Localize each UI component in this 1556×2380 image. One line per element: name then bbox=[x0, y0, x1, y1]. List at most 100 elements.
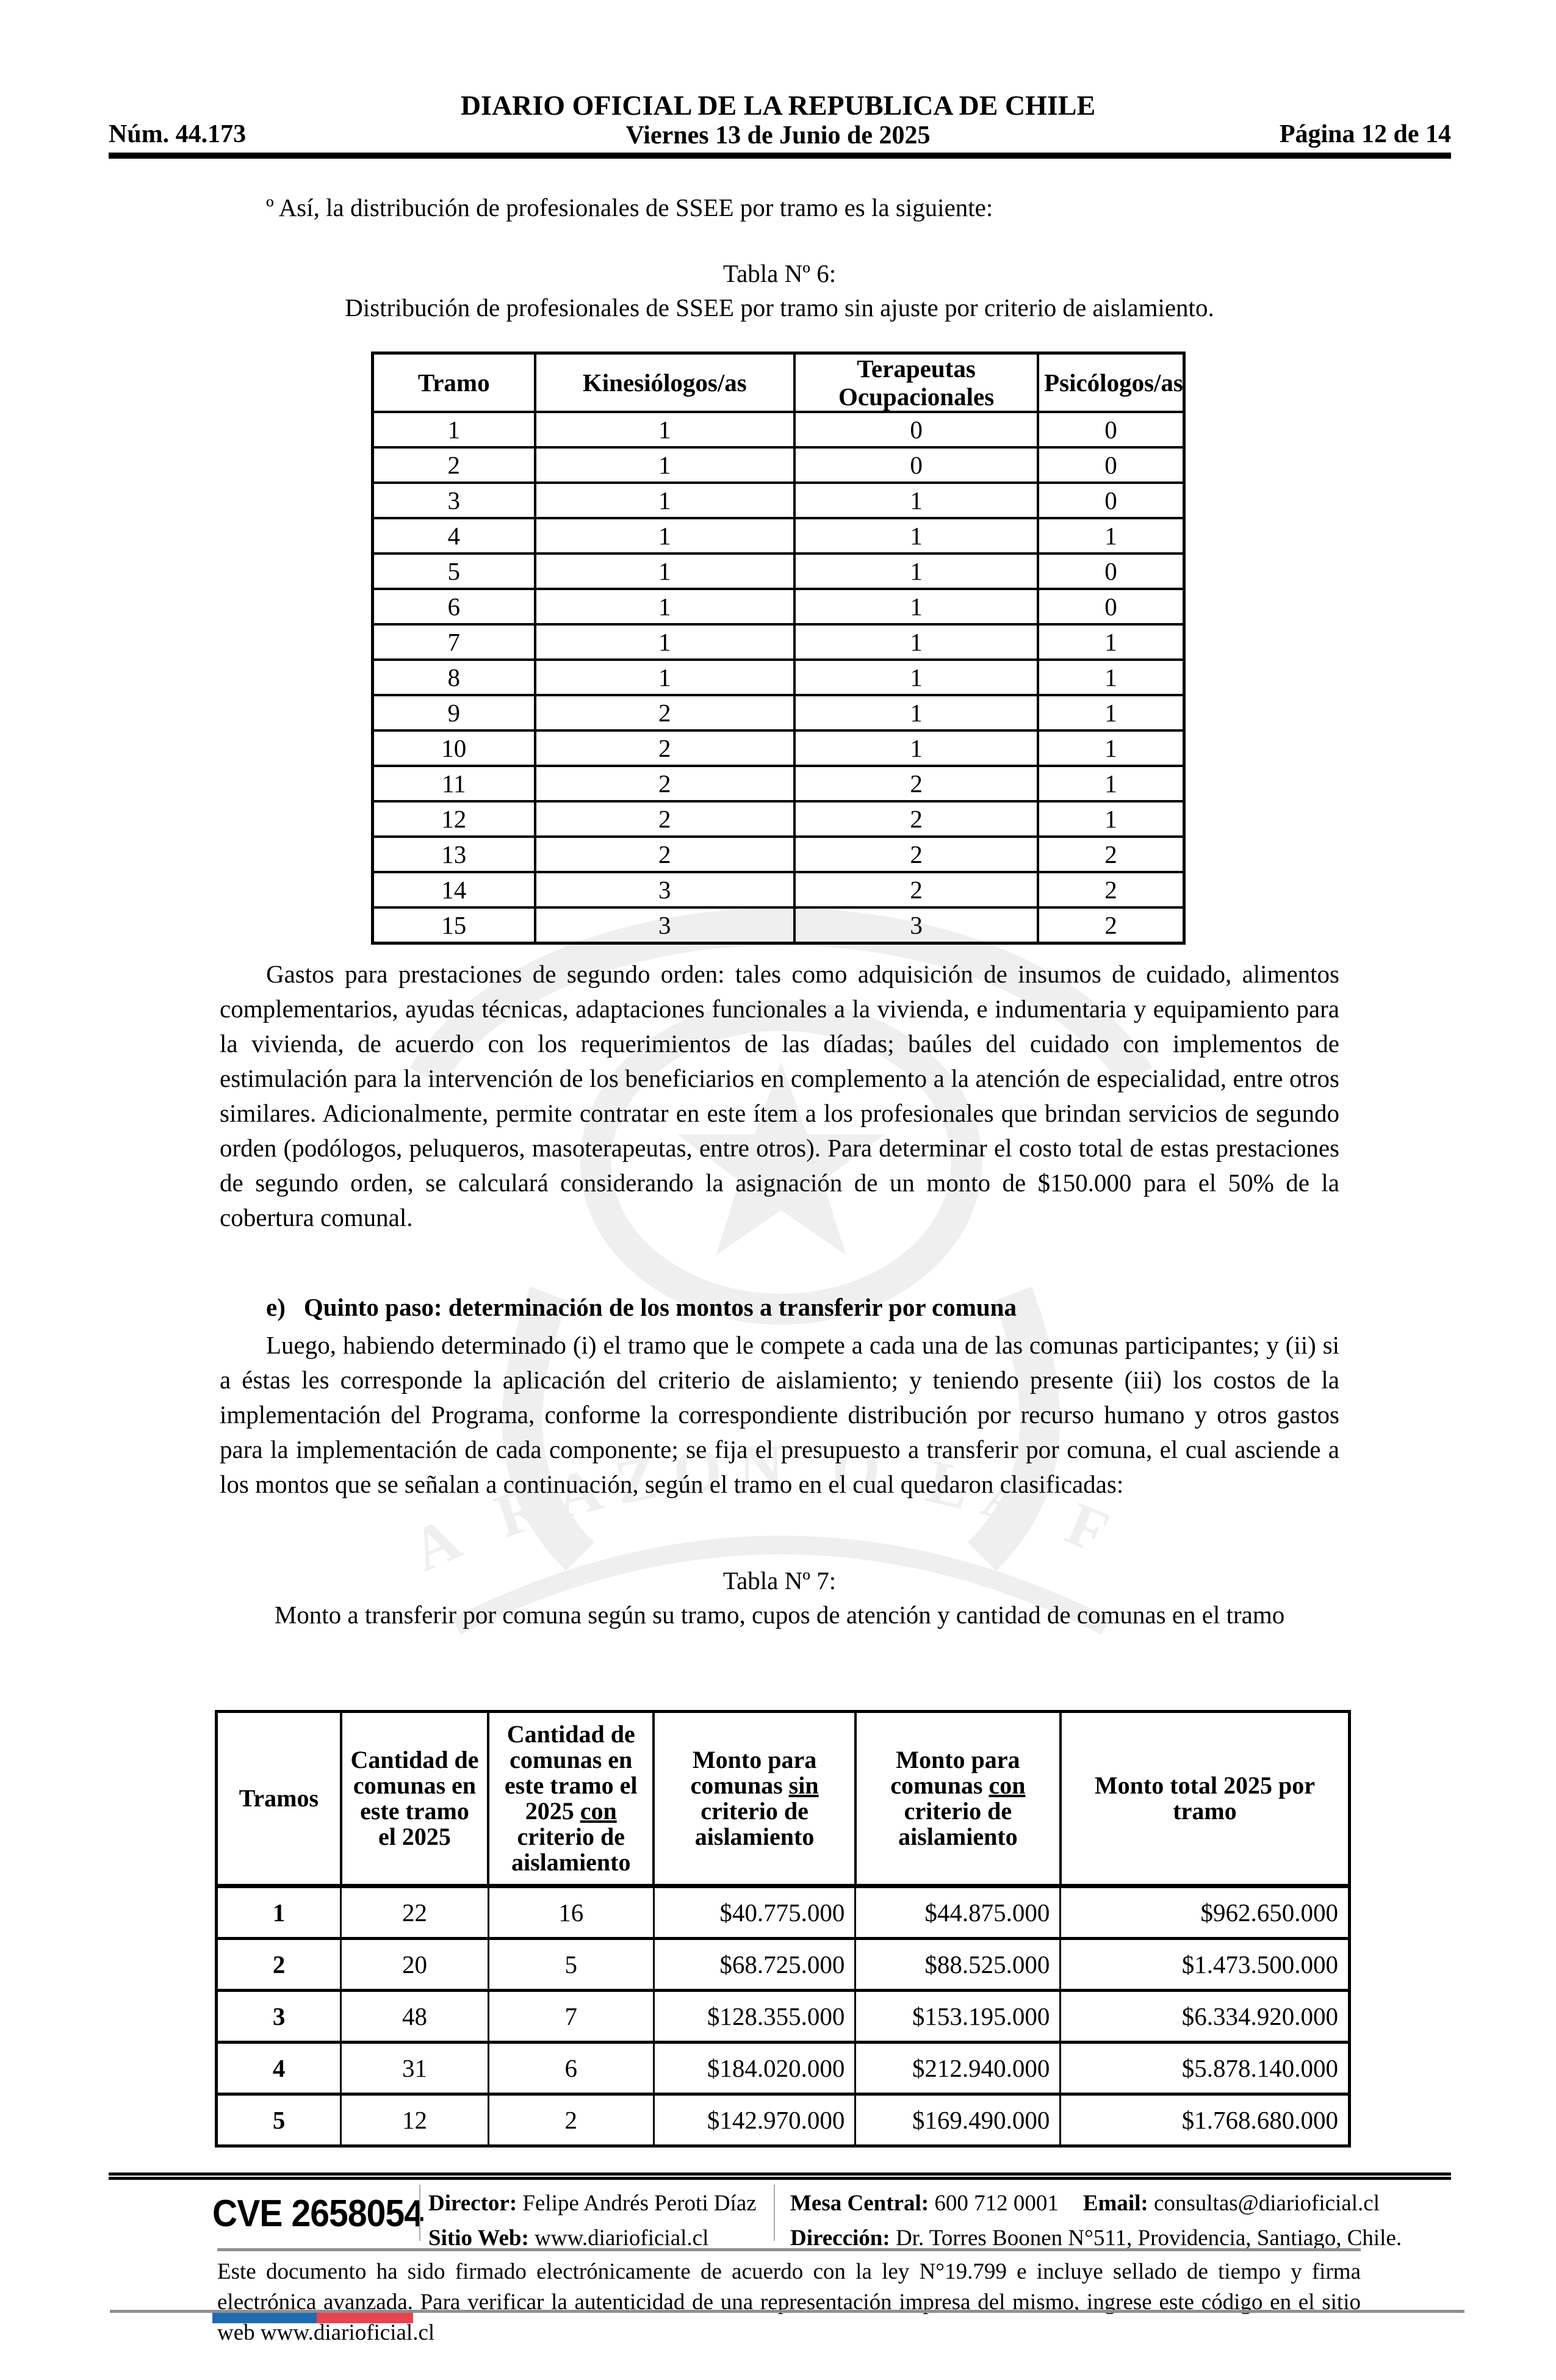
table-cell: 2 bbox=[533, 765, 796, 802]
table-cell: 1 bbox=[793, 588, 1040, 626]
issue-date: Viernes 13 de Junio de 2025 bbox=[625, 121, 931, 150]
table-cell: $44.875.000 bbox=[854, 1884, 1062, 1940]
table-cell: $212.940.000 bbox=[854, 2041, 1062, 2096]
monto-por-comuna-table: Tramos Cantidad de comunas en este tramo … bbox=[215, 1710, 1351, 2147]
header-rule bbox=[109, 153, 1451, 159]
legal-bottom-rule bbox=[110, 2310, 1464, 2313]
heading-text: Quinto paso: determinación de los montos… bbox=[303, 1293, 1017, 1321]
page-indicator: Página 12 de 14 bbox=[1279, 120, 1451, 148]
table-row: 2 20 5 $68.725.000 $88.525.000 $1.473.500.000 bbox=[215, 1937, 1350, 1992]
table-row: 11 2 2 1 bbox=[371, 765, 1186, 802]
director-label: Director: bbox=[428, 2191, 523, 2216]
table-cell: 5 bbox=[215, 2093, 342, 2147]
table-cell: 3 bbox=[533, 906, 796, 945]
direccion-line: Dirección: Dr. Torres Boonen N°511, Prov… bbox=[790, 2221, 1402, 2256]
table-row: 5 12 2 $142.970.000 $169.490.000 $1.768.680.0… bbox=[215, 2093, 1350, 2147]
table-cell: $153.195.000 bbox=[854, 1989, 1062, 2044]
table-cell: 2 bbox=[533, 694, 796, 732]
table-cell: 0 bbox=[1037, 588, 1186, 626]
column-header: Psicólogos/as bbox=[1037, 352, 1186, 413]
footer-contact-block: Mesa Central: 600 712 0001 Email: consult… bbox=[790, 2186, 1402, 2256]
table-cell: 1 bbox=[533, 623, 796, 661]
legal-top-rule bbox=[217, 2248, 1361, 2251]
sitio-web-url: www.diarioficial.cl bbox=[535, 2226, 709, 2251]
table-cell: 1 bbox=[1037, 800, 1186, 838]
table-cell: 31 bbox=[340, 2041, 489, 2096]
column-header: Terapeutas Ocupacionales bbox=[793, 352, 1040, 413]
luego-paragraph: Luego, habiendo determinado (i) el tramo… bbox=[220, 1331, 1339, 1498]
table-cell: 5 bbox=[487, 1937, 655, 1992]
table-cell: 7 bbox=[371, 623, 536, 661]
table-cell: 1 bbox=[533, 552, 796, 590]
professionals-by-tramo-table: Tramo Kinesiólogos/as Terapeutas Ocupacion… bbox=[371, 352, 1186, 945]
table-row: 12 2 2 1 bbox=[371, 800, 1186, 838]
table-cell: 2 bbox=[215, 1937, 342, 1992]
table-cell: $1.768.680.000 bbox=[1059, 2093, 1350, 2147]
footer-director-block: Director: Felipe Andrés Peroti Díaz Siti… bbox=[428, 2186, 757, 2256]
table-cell: 0 bbox=[793, 411, 1040, 449]
column-header: Kinesiólogos/as bbox=[533, 352, 796, 413]
table-row: 15 3 3 2 bbox=[371, 906, 1186, 945]
mesa-central-label: Mesa Central: bbox=[790, 2191, 935, 2216]
table-cell: $962.650.000 bbox=[1059, 1884, 1350, 1940]
cve-code: CVE 2658054 bbox=[212, 2193, 423, 2235]
email-address: consultas@diarioficial.cl bbox=[1153, 2191, 1380, 2216]
director-line: Director: Felipe Andrés Peroti Díaz bbox=[428, 2186, 757, 2221]
table-row: 3 48 7 $128.355.000 $153.195.000 $6.334.920.0… bbox=[215, 1989, 1350, 2044]
gastos-paragraph: Gastos para prestaciones de segundo orde… bbox=[220, 960, 1339, 1231]
table-cell: 1 bbox=[793, 694, 1040, 732]
table-cell: $5.878.140.000 bbox=[1059, 2041, 1350, 2096]
table-cell: 11 bbox=[371, 765, 536, 802]
table-cell: 12 bbox=[371, 800, 536, 838]
table-cell: $68.725.000 bbox=[652, 1937, 857, 1992]
table-cell: 13 bbox=[371, 835, 536, 873]
table-cell: 1 bbox=[1037, 694, 1186, 732]
sitio-web-line: Sitio Web: www.diarioficial.cl bbox=[428, 2221, 757, 2256]
table-cell: 1 bbox=[793, 517, 1040, 555]
table-cell: $169.490.000 bbox=[854, 2093, 1062, 2147]
column-header: Monto para comunas con criterio de aisla… bbox=[854, 1710, 1062, 1888]
table-cell: 2 bbox=[793, 800, 1040, 838]
mesa-email-line: Mesa Central: 600 712 0001 Email: consult… bbox=[790, 2186, 1402, 2221]
table-header-row: Tramos Cantidad de comunas en este tramo … bbox=[215, 1710, 1351, 1888]
table-cell: 22 bbox=[340, 1884, 489, 1940]
table-cell: 1 bbox=[793, 481, 1040, 519]
mesa-central-number: 600 712 0001 bbox=[934, 2191, 1059, 2216]
table-cell: 1 bbox=[533, 446, 796, 484]
flag-blue-bar bbox=[212, 2313, 317, 2323]
table-header-row: Tramo Kinesiólogos/as Terapeutas Ocupacion… bbox=[371, 352, 1186, 413]
table-row: 13 2 2 2 bbox=[371, 835, 1186, 873]
table-cell: 1 bbox=[1037, 658, 1186, 696]
table-cell: 1 bbox=[533, 481, 796, 519]
quinto-paso-heading: e) Quinto paso: determinación de los mont… bbox=[266, 1293, 1017, 1322]
table-cell: 1 bbox=[1037, 729, 1186, 767]
table-cell: $1.473.500.000 bbox=[1059, 1937, 1350, 1992]
table-cell: 2 bbox=[1037, 835, 1186, 873]
direccion-text: Dr. Torres Boonen N°511, Providencia, Sa… bbox=[895, 2226, 1402, 2251]
table-cell: 1 bbox=[793, 658, 1040, 696]
table-cell: 9 bbox=[371, 694, 536, 732]
table-cell: 3 bbox=[371, 481, 536, 519]
table7-caption-title: Monto a transferir por comuna según su t… bbox=[274, 1601, 1285, 1629]
intro-paragraph: º Así, la distribución de profesionales … bbox=[266, 193, 993, 222]
table-cell: 1 bbox=[533, 658, 796, 696]
column-header: Tramos bbox=[215, 1710, 342, 1888]
table-cell: $184.020.000 bbox=[652, 2041, 857, 2096]
table-cell: 1 bbox=[793, 729, 1040, 767]
table-cell: 16 bbox=[487, 1884, 655, 1940]
table-cell: 20 bbox=[340, 1937, 489, 1992]
table6-caption-title: Distribución de profesionales de SSEE po… bbox=[345, 294, 1214, 322]
table-cell: 8 bbox=[371, 658, 536, 696]
table-cell: 1 bbox=[371, 411, 536, 449]
table-cell: 7 bbox=[487, 1989, 655, 2044]
table-cell: 6 bbox=[371, 588, 536, 626]
table-cell: 4 bbox=[215, 2041, 342, 2096]
table-cell: 1 bbox=[1037, 517, 1186, 555]
footer-divider bbox=[419, 2185, 420, 2241]
table-cell: 3 bbox=[793, 906, 1040, 945]
table-row: 10 2 1 1 bbox=[371, 729, 1186, 767]
